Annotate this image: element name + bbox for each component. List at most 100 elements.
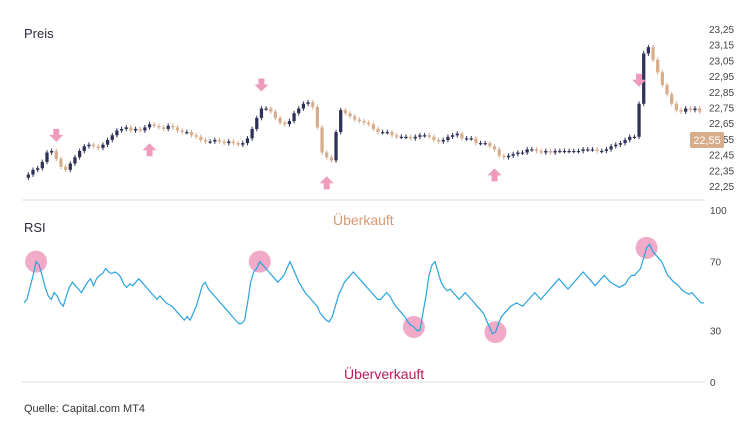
candle-body (367, 122, 371, 125)
candle-body (371, 124, 375, 129)
candle-body (231, 141, 236, 144)
candle-body (325, 152, 329, 158)
candle-body (105, 139, 110, 145)
candle-body (245, 138, 250, 144)
candle-body (474, 138, 478, 144)
candle-body (651, 47, 655, 60)
candle-body (688, 108, 692, 111)
candle-body (586, 149, 590, 151)
price-tick-label: 23,05 (709, 56, 734, 67)
candle-body (315, 106, 320, 128)
candle-body (595, 149, 599, 151)
candle-body (483, 143, 487, 145)
candle-body (259, 108, 264, 118)
candle-body (567, 150, 571, 153)
candle-body (520, 152, 525, 154)
candle-body (171, 125, 175, 128)
candle-body (418, 135, 422, 137)
candle-body (292, 113, 296, 122)
candle-body (530, 149, 534, 151)
candle-body (63, 166, 68, 170)
candle-body (227, 141, 231, 144)
candle-body (376, 128, 380, 133)
oversold-label: Überverkauft (344, 366, 425, 382)
candle-body (269, 108, 273, 112)
candle-body (553, 150, 557, 153)
candle-body (301, 103, 306, 109)
candle-body (180, 130, 184, 133)
price-tick-label: 23,25 (709, 25, 734, 36)
candle-body (395, 135, 399, 137)
candle-body (297, 108, 301, 114)
candle-body (637, 103, 641, 137)
price-tick-label: 22,45 (709, 151, 734, 162)
price-tick-label: 22,95 (709, 72, 734, 83)
candle-body (385, 132, 389, 134)
candle-body (432, 136, 436, 140)
candle-body (665, 84, 669, 95)
candle-body (357, 119, 361, 122)
rsi-tick-label: 30 (710, 326, 722, 337)
candle-body (87, 144, 91, 147)
candle-body (101, 144, 105, 148)
candle-body (152, 124, 156, 126)
candle-body (166, 125, 170, 129)
candle-body (40, 161, 44, 169)
candle-body (478, 143, 483, 145)
candle-body (408, 136, 413, 139)
rsi-series-line (23, 243, 704, 335)
candle-body (511, 154, 515, 156)
swing-high-arrow (632, 73, 647, 87)
candle-body (208, 141, 212, 143)
candle-body (600, 150, 604, 153)
candle-body (572, 150, 576, 153)
candle-body (236, 143, 240, 145)
candle-body (646, 47, 651, 54)
candle-body (54, 150, 58, 159)
candle-body (436, 139, 441, 142)
candle-body (199, 136, 203, 140)
candle-body (497, 149, 501, 156)
candle-body (157, 125, 161, 128)
candle-body (348, 113, 352, 117)
current-price-tag: 22,55 (690, 131, 724, 148)
candle-body (175, 127, 180, 131)
candle-body (628, 136, 632, 140)
candle-body (96, 146, 100, 148)
candle-body (450, 135, 455, 137)
candle-body (133, 128, 138, 131)
candle-body (161, 127, 166, 129)
candle-body (464, 138, 469, 140)
candle-body (110, 135, 114, 140)
candle-body (558, 150, 562, 153)
candle-body (115, 130, 119, 136)
candle-body (460, 133, 464, 139)
price-tick-label: 22,25 (709, 182, 734, 193)
candle-body (362, 121, 366, 123)
candle-body (390, 132, 394, 136)
source-note: Quelle: Capital.com MT4 (24, 403, 146, 415)
price-panel-title: Preis (24, 26, 54, 41)
candle-body (399, 136, 403, 139)
price-tick-label: 22,35 (709, 166, 734, 177)
candle-body (217, 139, 222, 142)
candle-body (623, 139, 627, 144)
candle-body (143, 127, 147, 131)
candle-body (534, 149, 539, 151)
candle-body (329, 157, 333, 161)
candle-body (698, 108, 702, 112)
candle-body (353, 116, 357, 120)
candle-body (441, 139, 445, 142)
candle-body (506, 155, 511, 158)
candle-body (273, 111, 278, 118)
candle-body (339, 110, 343, 133)
candle-body (194, 135, 198, 137)
candle-body (679, 110, 683, 112)
candle-body (255, 117, 259, 129)
candle-body (614, 144, 618, 147)
candle-body (544, 150, 548, 153)
price-tick-label: 22,75 (709, 104, 734, 115)
candle-body (674, 103, 678, 111)
candle-body (590, 149, 595, 151)
